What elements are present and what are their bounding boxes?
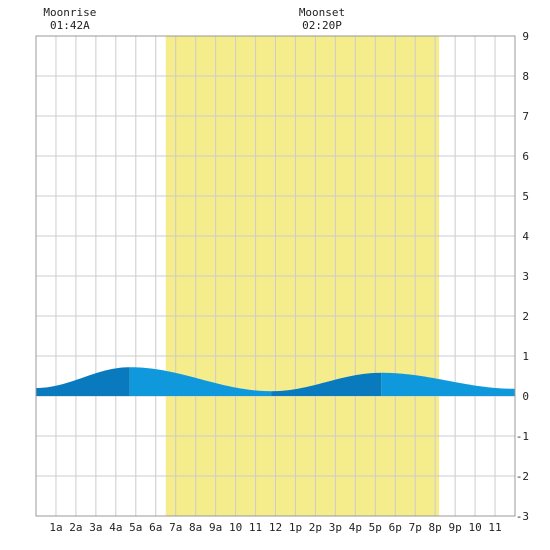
y-tick-label: 5 [522, 190, 529, 203]
x-tick-label: 8a [189, 521, 202, 534]
annotation-time: 02:20P [302, 19, 342, 32]
x-tick-label: 5a [129, 521, 142, 534]
x-tick-label: 9a [209, 521, 222, 534]
x-tick-label: 5p [369, 521, 382, 534]
y-tick-label: 1 [522, 350, 529, 363]
y-tick-label: -3 [516, 510, 529, 523]
y-tick-label: -2 [516, 470, 529, 483]
tide-area-falling [129, 367, 272, 396]
x-tick-label: 7p [409, 521, 422, 534]
x-tick-label: 4p [349, 521, 362, 534]
x-tick-label: 6a [149, 521, 162, 534]
x-tick-label: 3a [89, 521, 102, 534]
y-tick-label: -1 [516, 430, 529, 443]
x-tick-label: 2a [69, 521, 82, 534]
annotation-time: 01:42A [50, 19, 90, 32]
y-tick-label: 3 [522, 270, 529, 283]
y-tick-label: 6 [522, 150, 529, 163]
x-tick-label: 3p [329, 521, 342, 534]
x-tick-label: 6p [389, 521, 402, 534]
y-tick-label: 4 [522, 230, 529, 243]
x-tick-label: 10 [229, 521, 242, 534]
x-tick-label: 2p [309, 521, 322, 534]
x-tick-label: 11 [488, 521, 501, 534]
tide-area-rising [271, 372, 382, 396]
y-tick-label: 9 [522, 30, 529, 43]
x-tick-label: 9p [449, 521, 462, 534]
annotation-label: Moonrise [43, 6, 96, 19]
annotation-label: Moonset [299, 6, 345, 19]
y-tick-label: 0 [522, 390, 529, 403]
x-tick-label: 12 [269, 521, 282, 534]
x-tick-label: 1a [49, 521, 62, 534]
y-tick-label: 8 [522, 70, 529, 83]
plot-frame [35, 35, 516, 517]
x-tick-label: 1p [289, 521, 302, 534]
x-tick-label: 8p [429, 521, 442, 534]
x-tick-label: 11 [249, 521, 262, 534]
tide-area-rising [36, 367, 130, 396]
x-tick-label: 7a [169, 521, 182, 534]
y-tick-label: 2 [522, 310, 529, 323]
y-tick-label: 7 [522, 110, 529, 123]
tide-area-falling [381, 372, 515, 396]
x-tick-label: 4a [109, 521, 122, 534]
x-tick-label: 10 [468, 521, 481, 534]
